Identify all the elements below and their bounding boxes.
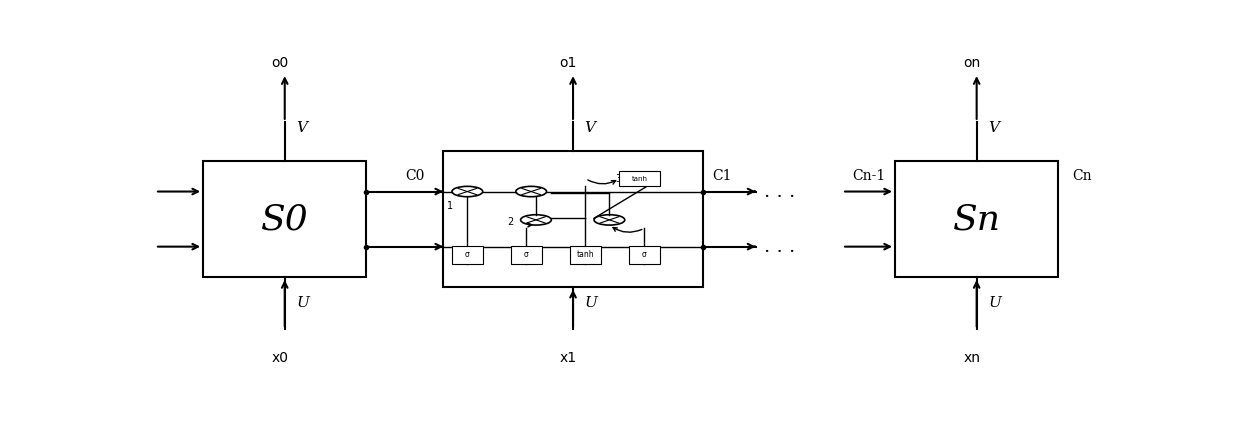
Bar bbox=[451, 246, 482, 264]
Bar bbox=[895, 161, 1059, 277]
Text: x1: x1 bbox=[559, 352, 577, 365]
Text: 1: 1 bbox=[446, 201, 453, 211]
Text: V: V bbox=[988, 121, 999, 135]
Text: σ: σ bbox=[525, 250, 528, 259]
Text: Sn: Sn bbox=[952, 202, 1001, 236]
Text: Cn-1: Cn-1 bbox=[852, 169, 885, 184]
Text: 3: 3 bbox=[615, 173, 621, 184]
Text: σ: σ bbox=[465, 250, 470, 259]
Bar bbox=[570, 246, 600, 264]
Bar bbox=[444, 151, 703, 287]
Text: V: V bbox=[296, 121, 308, 135]
Text: U: U bbox=[584, 296, 598, 310]
Text: 2: 2 bbox=[507, 216, 513, 226]
Bar bbox=[511, 246, 542, 264]
Text: on: on bbox=[963, 56, 981, 70]
Text: C1: C1 bbox=[712, 169, 732, 184]
Text: U: U bbox=[296, 296, 309, 310]
Text: . . .: . . . bbox=[764, 183, 795, 200]
Text: tanh: tanh bbox=[631, 176, 647, 181]
Text: C0: C0 bbox=[404, 169, 424, 184]
Text: Cn: Cn bbox=[1073, 169, 1092, 184]
Text: . . .: . . . bbox=[764, 237, 795, 256]
Bar bbox=[203, 161, 367, 277]
Text: U: U bbox=[988, 296, 1001, 310]
Text: xn: xn bbox=[963, 352, 981, 365]
Text: x0: x0 bbox=[272, 352, 289, 365]
Text: tanh: tanh bbox=[577, 250, 594, 259]
Text: o0: o0 bbox=[272, 56, 289, 70]
Bar bbox=[629, 246, 660, 264]
Bar bbox=[620, 171, 660, 187]
Text: o1: o1 bbox=[559, 56, 577, 70]
Text: σ: σ bbox=[642, 250, 647, 259]
Text: S0: S0 bbox=[260, 202, 309, 236]
Text: V: V bbox=[584, 121, 595, 135]
